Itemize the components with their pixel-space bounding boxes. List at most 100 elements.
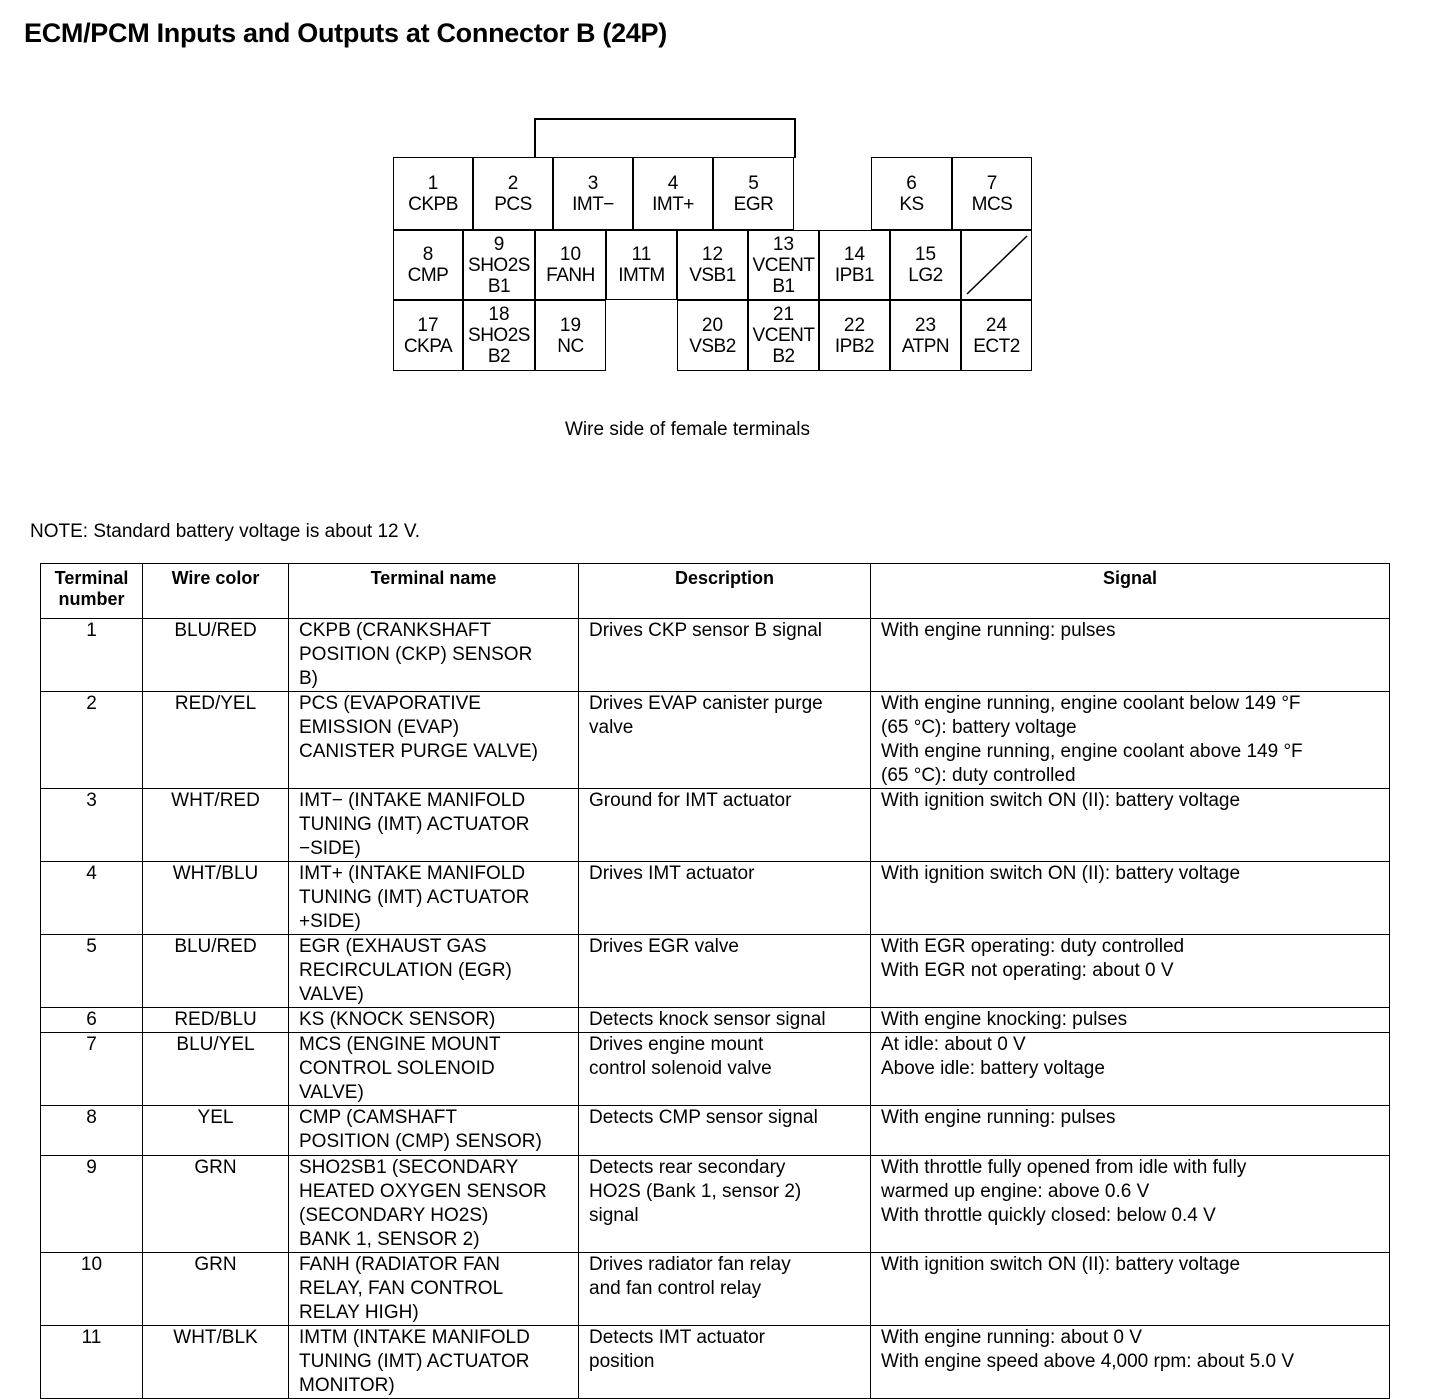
wire-color-cell: GRN [142, 1155, 289, 1253]
terminal-11: 11 IMTM [606, 230, 677, 300]
terminal-number: 15 [914, 244, 937, 265]
terminal-label: CKPA [403, 335, 453, 357]
terminal-name-cell: CKPB (CRANKSHAFT POSITION (CKP) SENSOR B… [288, 618, 579, 692]
description-cell: Drives radiator fan relay and fan contro… [578, 1252, 871, 1326]
terminal-label: LG2 [908, 265, 943, 286]
column-header: Terminal name [288, 563, 579, 619]
terminal-number: 5 [748, 172, 759, 194]
table-row: 8 YEL CMP (CAMSHAFT POSITION (CMP) SENSOR)… [40, 1105, 1390, 1156]
terminal-number: 2 [507, 172, 519, 194]
terminal-number: 23 [914, 314, 937, 336]
terminal-5: 5 EGR [713, 157, 794, 230]
column-header: Wire color [142, 563, 289, 619]
description-cell: Detects rear secondary HO2S (Bank 1, sen… [578, 1155, 871, 1253]
description-cell: Detects IMT actuator position [578, 1325, 871, 1399]
terminal-4: 4 IMT+ [633, 157, 713, 230]
terminal-label: CKPB [408, 193, 458, 215]
signal-cell: With engine running: pulses [870, 618, 1390, 692]
terminal-name-cell: MCS (ENGINE MOUNT CONTROL SOLENOID VALVE… [288, 1032, 579, 1106]
terminal-name-cell: IMT+ (INTAKE MANIFOLD TUNING (IMT) ACTUA… [288, 861, 579, 935]
connector-lock-tab [534, 118, 796, 158]
terminal-13: 13 VCENT B1 [748, 230, 819, 300]
terminal-23: 23 ATPN [890, 300, 961, 371]
terminal-number: 14 [843, 244, 866, 265]
signal-cell: With ignition switch ON (II): battery vo… [870, 1252, 1390, 1326]
terminal-number-cell: 11 [40, 1325, 143, 1399]
signal-cell: With ignition switch ON (II): battery vo… [870, 788, 1390, 862]
terminal-8: 8 CMP [393, 230, 463, 300]
terminal-number-cell: 8 [40, 1105, 143, 1156]
terminal-number-cell: 4 [40, 861, 143, 935]
terminal-9: 9 SHO2S B1 [463, 230, 535, 300]
signal-cell: With engine running: about 0 V With engi… [870, 1325, 1390, 1399]
terminal-number: 17 [417, 314, 439, 336]
terminal-label: VSB1 [689, 265, 736, 286]
terminal-label: NC [557, 335, 584, 357]
wire-color-cell: RED/YEL [142, 691, 289, 789]
signal-cell: With engine running, engine coolant belo… [870, 691, 1390, 789]
table-row: 5 BLU/RED EGR (EXHAUST GAS RECIRCULATION (… [40, 934, 1390, 1008]
table-row: 6 RED/BLU KS (KNOCK SENSOR) Detects knock s… [40, 1007, 1390, 1033]
table-row: 2 RED/YEL PCS (EVAPORATIVE EMISSION (EVAP)… [40, 691, 1390, 789]
terminal-number: 20 [701, 314, 724, 336]
terminal-label: VCENT B2 [752, 325, 815, 367]
column-header: Signal [870, 563, 1390, 619]
terminal-24: 24 ECT2 [961, 300, 1032, 371]
terminal-7: 7 MCS [952, 157, 1032, 230]
signal-cell: With throttle fully opened from idle wit… [870, 1155, 1390, 1253]
terminal-19: 19 NC [535, 300, 606, 371]
connector-caption: Wire side of female terminals [565, 419, 810, 440]
terminal-number: 1 [427, 172, 439, 194]
terminal-21: 21 VCENT B2 [748, 300, 819, 371]
table-row: 10 GRN FANH (RADIATOR FAN RELAY, FAN CONTR… [40, 1252, 1390, 1326]
terminal-3: 3 IMT− [553, 157, 633, 230]
terminal-label: KS [899, 193, 924, 215]
wire-color-cell: WHT/BLK [142, 1325, 289, 1399]
terminal-label: IPB2 [834, 335, 875, 357]
terminal-label: ATPN [901, 335, 950, 357]
description-cell: Drives EGR valve [578, 934, 871, 1008]
wire-color-cell: BLU/RED [142, 934, 289, 1008]
column-header: Description [578, 563, 871, 619]
page-title: ECM/PCM Inputs and Outputs at Connector … [24, 18, 667, 48]
terminal-10: 10 FANH [535, 230, 606, 300]
table-row: 11 WHT/BLK IMTM (INTAKE MANIFOLD TUNING (I… [40, 1325, 1390, 1399]
wire-color-cell: BLU/YEL [142, 1032, 289, 1106]
unused-terminal-16 [961, 230, 1032, 300]
terminal-18: 18 SHO2S B2 [463, 300, 535, 371]
terminal-number: 4 [667, 172, 679, 194]
table-row: 9 GRN SHO2SB1 (SECONDARY HEATED OXYGEN SEN… [40, 1155, 1390, 1253]
terminal-2: 2 PCS [473, 157, 553, 230]
description-cell: Drives CKP sensor B signal [578, 618, 871, 692]
terminal-number: 18 [488, 304, 510, 325]
terminal-12: 12 VSB1 [677, 230, 748, 300]
terminal-number: 7 [986, 172, 998, 194]
terminal-name-cell: SHO2SB1 (SECONDARY HEATED OXYGEN SENSOR … [288, 1155, 579, 1253]
terminal-17: 17 CKPA [393, 300, 463, 371]
terminal-label: IPB1 [834, 265, 875, 286]
terminal-label: FANH [546, 265, 595, 286]
wire-color-cell: WHT/RED [142, 788, 289, 862]
terminal-number: 24 [985, 314, 1008, 336]
terminal-number: 8 [422, 244, 434, 265]
terminal-number: 11 [631, 244, 652, 265]
terminal-label: IMTM [618, 265, 665, 286]
terminal-label: SHO2S B2 [468, 325, 530, 367]
terminal-number-cell: 3 [40, 788, 143, 862]
wire-color-cell: YEL [142, 1105, 289, 1156]
description-cell: Drives engine mount control solenoid val… [578, 1032, 871, 1106]
terminal-number-cell: 5 [40, 934, 143, 1008]
terminal-label: IMT− [572, 193, 614, 215]
wire-color-cell: RED/BLU [142, 1007, 289, 1033]
terminal-label: PCS [494, 193, 532, 215]
terminal-table: Terminal number Wire color Terminal name De… [40, 563, 1390, 1399]
terminal-14: 14 IPB1 [819, 230, 890, 300]
terminal-22: 22 IPB2 [819, 300, 890, 371]
terminal-number: 3 [587, 172, 599, 194]
terminal-number-cell: 10 [40, 1252, 143, 1326]
terminal-number: 13 [772, 233, 795, 255]
terminal-number: 9 [493, 233, 505, 255]
terminal-number: 6 [906, 172, 917, 194]
signal-cell: With ignition switch ON (II): battery vo… [870, 861, 1390, 935]
terminal-name-cell: IMTM (INTAKE MANIFOLD TUNING (IMT) ACTUA… [288, 1325, 579, 1399]
